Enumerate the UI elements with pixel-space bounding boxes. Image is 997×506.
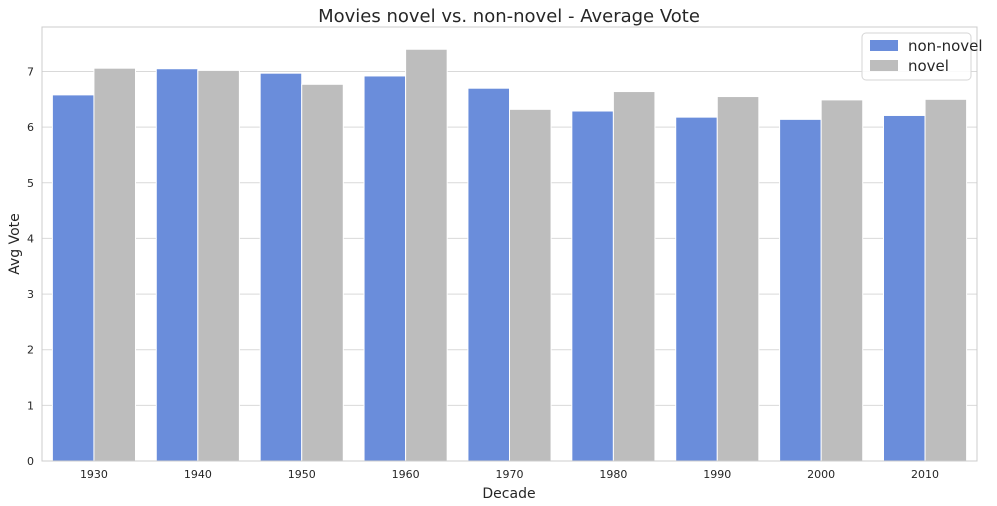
y-tick-label: 6 xyxy=(27,121,34,134)
y-tick-label: 5 xyxy=(27,177,34,190)
y-tick-label: 1 xyxy=(27,399,34,412)
x-tick-label: 1950 xyxy=(288,468,316,481)
legend-swatch-non-novel xyxy=(870,40,898,51)
bar-non-novel-1990 xyxy=(675,116,718,462)
legend-label-non-novel: non-novel xyxy=(908,37,983,55)
x-tick-labels: 1930 1940 1950 1960 1970 1980 1990 2000 2010 xyxy=(80,468,939,481)
y-tick-label: 4 xyxy=(27,232,34,245)
bar-non-novel-1930 xyxy=(51,94,95,462)
bars xyxy=(51,48,968,462)
x-tick-label: 1970 xyxy=(496,468,524,481)
bar-novel-2010 xyxy=(924,98,968,462)
bar-novel-2000 xyxy=(820,99,864,462)
bar-novel-1990 xyxy=(716,96,760,462)
x-tick-label: 1940 xyxy=(184,468,212,481)
y-tick-label: 7 xyxy=(27,66,34,79)
bar-non-novel-1940 xyxy=(155,68,199,462)
bar-novel-1940 xyxy=(197,69,240,462)
bar-novel-1960 xyxy=(405,48,448,462)
x-axis-label: Decade xyxy=(482,486,535,502)
y-tick-label: 0 xyxy=(27,455,34,468)
y-tick-labels: 0 1 2 3 4 5 6 7 xyxy=(27,66,34,468)
bar-non-novel-1960 xyxy=(363,75,407,462)
bar-non-novel-2000 xyxy=(779,118,822,462)
x-tick-label: 1930 xyxy=(80,468,108,481)
bar-novel-1970 xyxy=(509,108,552,462)
plot-frame xyxy=(41,26,978,462)
x-tick-label: 2010 xyxy=(911,468,939,481)
x-tick-label: 1990 xyxy=(703,468,731,481)
bar-non-novel-1970 xyxy=(467,87,511,462)
x-tick-label: 1980 xyxy=(599,468,627,481)
bar-non-novel-2010 xyxy=(883,114,926,462)
x-tick-label: 1960 xyxy=(392,468,420,481)
bar-novel-1980 xyxy=(612,91,656,462)
bar-non-novel-1950 xyxy=(259,72,303,462)
y-tick-label: 2 xyxy=(27,344,34,357)
chart-title: Movies novel vs. non-novel - Average Vot… xyxy=(318,6,700,27)
x-tick-label: 2000 xyxy=(807,468,835,481)
legend-swatch-novel xyxy=(870,60,898,71)
legend: non-novel novel xyxy=(861,32,983,81)
bar-novel-1950 xyxy=(301,83,344,462)
y-axis-label: Avg Vote xyxy=(7,213,23,275)
bar-novel-1930 xyxy=(93,67,136,462)
legend-label-novel: novel xyxy=(908,57,949,75)
bar-non-novel-1980 xyxy=(571,110,614,462)
y-tick-label: 3 xyxy=(27,288,34,301)
